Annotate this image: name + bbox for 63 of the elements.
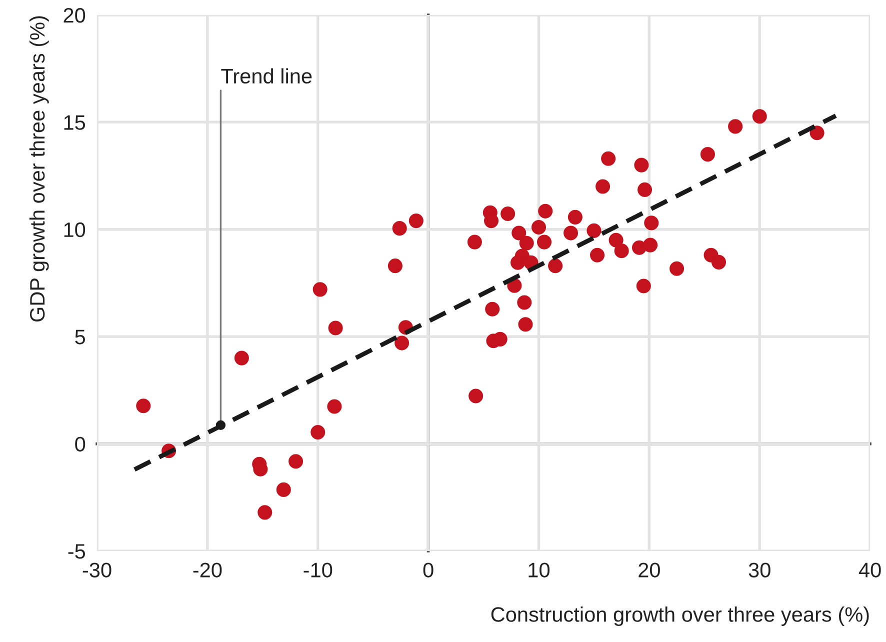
x-tick-label: 0 [423,562,434,578]
point [468,388,484,404]
point [484,214,499,228]
y-tick-label: 5 [75,330,86,344]
y-tick-label: 10 [64,222,86,238]
y-tick-label: 20 [64,8,86,23]
point [637,182,652,197]
x-tick-label: -10 [304,562,332,578]
x-tick-label: 20 [638,562,660,578]
point [288,454,304,469]
point [590,248,605,262]
x-tick-label: 40 [858,562,881,578]
point [310,424,326,440]
y-axis-title: GDP growth over three years (%) [29,16,49,322]
point [700,147,715,162]
point [548,258,563,274]
point [392,221,407,236]
point [752,109,767,124]
point [510,255,526,270]
annotation: Trend line [221,68,312,84]
x-tick-label: -30 [82,562,112,578]
point [518,317,533,332]
point [636,278,651,294]
point [408,214,424,228]
point [711,254,726,270]
point [388,258,402,274]
point [634,158,649,172]
point [234,350,249,366]
point [512,226,526,240]
point [728,119,743,134]
point [614,244,629,258]
x-axis-title: Construction growth over three years (%) [491,606,869,626]
point [563,226,578,240]
point [519,236,534,250]
point [536,234,552,250]
point [608,232,624,248]
point [312,282,328,297]
y-tick-label: 15 [64,115,86,130]
point [644,216,659,230]
point [586,223,602,238]
point [276,482,291,497]
point [394,336,410,350]
x-tick-label: -20 [193,562,222,578]
point [467,234,482,250]
point [531,220,546,235]
point [136,398,151,414]
point [596,179,610,194]
point [670,261,684,276]
point [485,302,500,316]
point [568,210,582,224]
y-tick-label: -5 [68,544,86,559]
point [643,238,658,252]
point [538,204,553,218]
x-tick-label: 10 [528,562,550,578]
y-tick-label: 0 [75,436,86,452]
point [258,505,272,520]
point [327,399,342,414]
point [601,151,616,166]
x-tick-label: 30 [748,562,770,578]
point [810,126,824,140]
point [500,206,516,222]
point [517,295,532,310]
point [328,320,343,336]
